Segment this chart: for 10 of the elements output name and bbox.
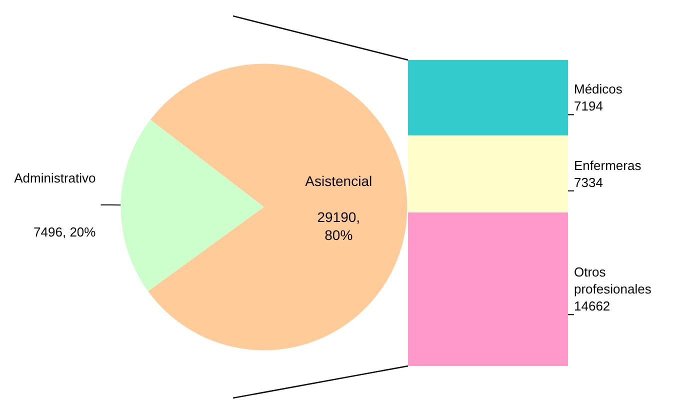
data-label: 29190, 80%: [317, 209, 360, 244]
slice-label: Asistencial: [305, 173, 372, 190]
data-label: 7496, 20%: [34, 224, 96, 240]
series-label: Enfermeras: [574, 158, 642, 173]
series-label: Médicos: [574, 82, 623, 97]
slice-label: Administrativo: [14, 170, 96, 186]
data-label: 7334: [574, 174, 603, 190]
data-label: 14662: [574, 298, 610, 314]
data-label: 7194: [574, 98, 603, 114]
series-label: Otros profesionales: [574, 264, 652, 297]
